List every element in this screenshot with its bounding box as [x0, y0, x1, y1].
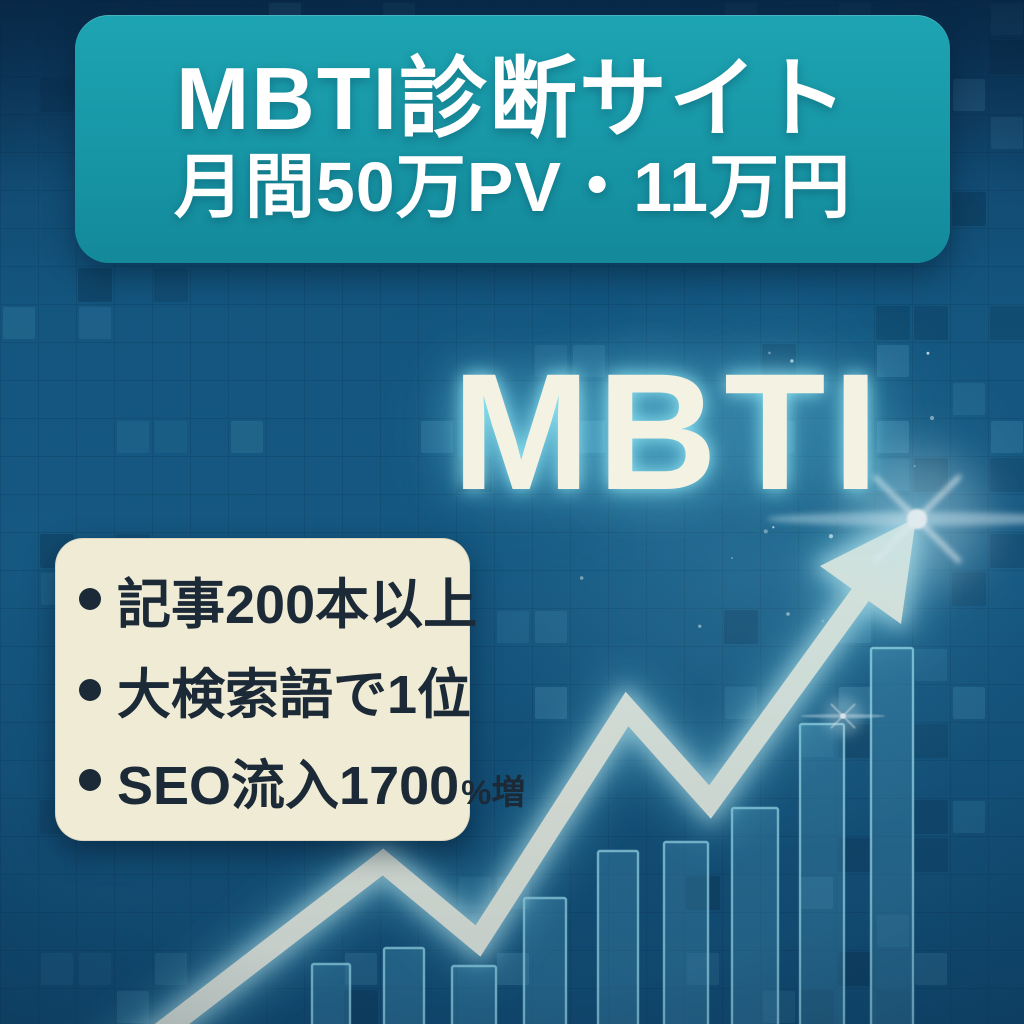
highlight-suffix: %増	[461, 773, 526, 812]
highlight-item: SEO流入1700 %増	[55, 741, 525, 820]
highlight-text: SEO流入1700	[117, 755, 460, 816]
bullet-icon	[79, 588, 101, 610]
bullet-icon	[79, 678, 101, 701]
highlight-item: 大検索語で1位	[55, 650, 472, 729]
title-banner: MBTI診断サイト 月間50万PV・11万円	[75, 15, 950, 263]
highlight-text: 記事200本以上	[117, 574, 478, 635]
bullet-icon	[79, 769, 101, 791]
mbti-watermark: MBTI	[452, 340, 886, 525]
highlights-card: 記事200本以上 大検索語で1位 SEO流入1700 %増	[55, 538, 525, 841]
highlight-item: 記事200本以上	[55, 560, 477, 639]
banner-title: MBTI診断サイト	[175, 49, 850, 149]
highlight-text: 大検索語で1位	[117, 665, 472, 725]
banner-subtitle: 月間50万PV・11万円	[173, 148, 852, 227]
